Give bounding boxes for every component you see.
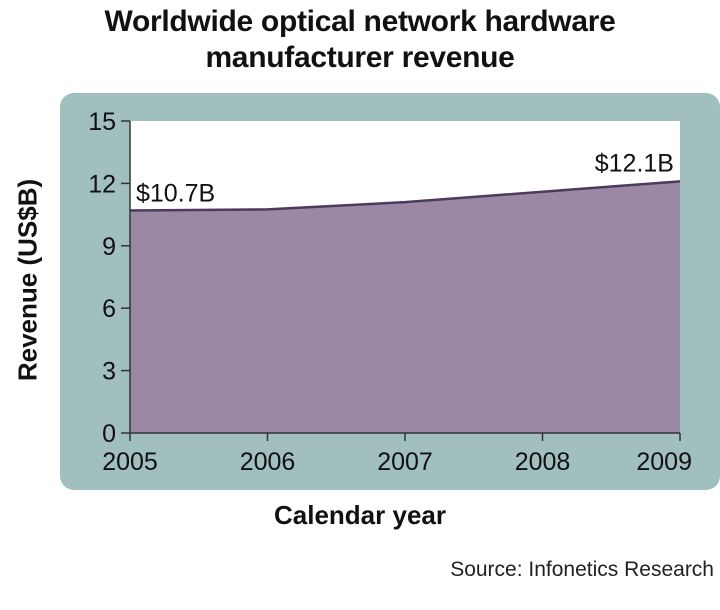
chart-title-line-1: Worldwide optical network hardware bbox=[104, 5, 616, 38]
x-tick-label: 2008 bbox=[515, 448, 571, 476]
chart-title-line-2: manufacturer revenue bbox=[205, 41, 515, 74]
x-tick-label: 2006 bbox=[240, 448, 296, 476]
x-tick-label: 2007 bbox=[377, 448, 433, 476]
data-label-start: $10.7B bbox=[136, 179, 215, 207]
y-tick-label: 15 bbox=[88, 108, 116, 136]
y-tick-label: 0 bbox=[102, 420, 116, 448]
y-tick-label: 6 bbox=[102, 295, 116, 323]
axis-layer: 0 3 6 9 12 15 2005 2006 2007 2008 2009 $10.7B $12.1B bbox=[88, 108, 692, 476]
data-label-end: $12.1B bbox=[595, 149, 674, 177]
x-tick-label: 2005 bbox=[102, 448, 158, 476]
chart-title: Worldwide optical network hardware manuf… bbox=[0, 4, 720, 76]
y-tick-label: 3 bbox=[102, 358, 116, 386]
source-note: Source: Infonetics Research bbox=[450, 558, 714, 581]
y-axis-label: Revenue (US$B) bbox=[12, 178, 43, 382]
y-tick-label: 9 bbox=[102, 233, 116, 261]
area-fill bbox=[130, 181, 680, 433]
x-axis-label: Calendar year bbox=[274, 500, 446, 530]
x-tick-label: 2009 bbox=[636, 448, 692, 476]
area-layer bbox=[129, 180, 681, 433]
y-tick-label: 12 bbox=[88, 170, 116, 198]
